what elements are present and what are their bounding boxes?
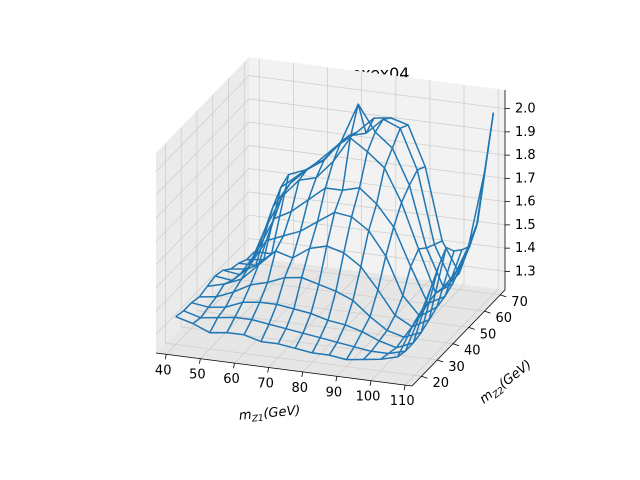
axis-lines xyxy=(155,90,506,387)
wire-col-mz1 xyxy=(328,124,409,356)
wire-col-mz1 xyxy=(209,174,290,334)
x-tick-label: 100 xyxy=(356,390,381,405)
x-tick-label: 60 xyxy=(223,372,240,387)
y-gridline xyxy=(180,127,438,361)
y-gridline xyxy=(165,143,422,377)
wire-col-mz1 xyxy=(294,103,375,349)
y-axis-label: mZ2(GeV) xyxy=(477,357,536,408)
z-gridline xyxy=(155,98,506,196)
wire-col-mz1 xyxy=(413,112,495,323)
y-tick xyxy=(468,327,475,330)
back-pane xyxy=(249,57,505,290)
y-tick-label: 70 xyxy=(511,295,528,310)
wire-col-mz1 xyxy=(397,226,478,358)
x-tick-label: 40 xyxy=(155,363,172,378)
x-gridline xyxy=(200,62,294,359)
x-tick xyxy=(403,385,406,391)
x-gridline xyxy=(165,58,260,355)
x-tick xyxy=(335,376,338,382)
wireframe-surface xyxy=(175,103,495,361)
z-gridline xyxy=(155,214,506,312)
x-tick xyxy=(301,371,304,377)
z-tick-label: 1.8 xyxy=(515,148,536,163)
y-tick xyxy=(484,310,491,314)
tick-labels: 40 50 60 70 80 90 100 1102030405060701.31.41.51… xyxy=(155,102,536,410)
z-gridline xyxy=(155,121,506,219)
y-tick-label: 30 xyxy=(448,360,465,375)
x-axis-label: mZ1(GeV) xyxy=(238,403,301,425)
x-gridline xyxy=(268,71,363,368)
y-tick-label: 60 xyxy=(496,311,513,326)
wire-col-mz1 xyxy=(345,165,426,360)
y-tick-label: 50 xyxy=(480,327,497,342)
x-tick xyxy=(369,380,372,386)
z-gridline xyxy=(155,191,506,289)
x-tick-label: 50 xyxy=(189,368,206,383)
y-axis-line xyxy=(411,289,506,387)
y-gridline xyxy=(212,94,469,328)
x-tick-label: 90 xyxy=(326,385,343,400)
x-axis-line xyxy=(155,352,413,387)
wire-col-mz1 xyxy=(362,240,443,361)
z-gridline xyxy=(155,168,506,265)
z-tick-label: 1.7 xyxy=(515,171,536,186)
wire-col-mz1 xyxy=(226,169,307,333)
z-tick-label: 1.4 xyxy=(515,241,536,256)
wire-col-mz1 xyxy=(277,131,358,345)
z-gridline xyxy=(155,237,506,335)
z-tick-label: 1.6 xyxy=(515,195,536,210)
wire-col-mz1 xyxy=(243,159,324,336)
y-tick xyxy=(452,343,460,347)
grid-lines xyxy=(155,58,506,386)
z-tick-label: 1.3 xyxy=(515,264,536,279)
x-tick-label: 70 xyxy=(257,377,274,392)
wire-col-mz1 xyxy=(175,251,256,318)
z-gridline xyxy=(155,75,506,172)
x-tick-label: 110 xyxy=(390,394,415,409)
z-gridline xyxy=(155,144,506,242)
y-tick xyxy=(437,359,444,363)
z-tick-label: 1.5 xyxy=(515,218,536,233)
x-tick xyxy=(233,363,235,369)
y-gridline xyxy=(196,110,454,345)
wire-col-mz1 xyxy=(311,117,392,354)
x-tick xyxy=(198,358,201,364)
y-gridline xyxy=(243,61,501,296)
wire-col-mz1 xyxy=(260,143,341,342)
x-gridline xyxy=(302,75,397,373)
y-gridline xyxy=(228,78,485,312)
y-tick xyxy=(500,294,507,298)
x-tick xyxy=(267,367,270,373)
x-gridline xyxy=(404,89,499,386)
wire-col-mz1 xyxy=(380,272,460,360)
x-tick-label: 80 xyxy=(292,381,309,396)
x-gridline xyxy=(336,80,431,377)
z-tick-label: 2.0 xyxy=(515,102,536,117)
z-tick-label: 1.9 xyxy=(515,125,536,140)
y-tick xyxy=(421,375,428,379)
y-tick-label: 20 xyxy=(433,376,450,391)
y-tick-label: 40 xyxy=(464,344,481,359)
x-tick xyxy=(164,354,167,360)
